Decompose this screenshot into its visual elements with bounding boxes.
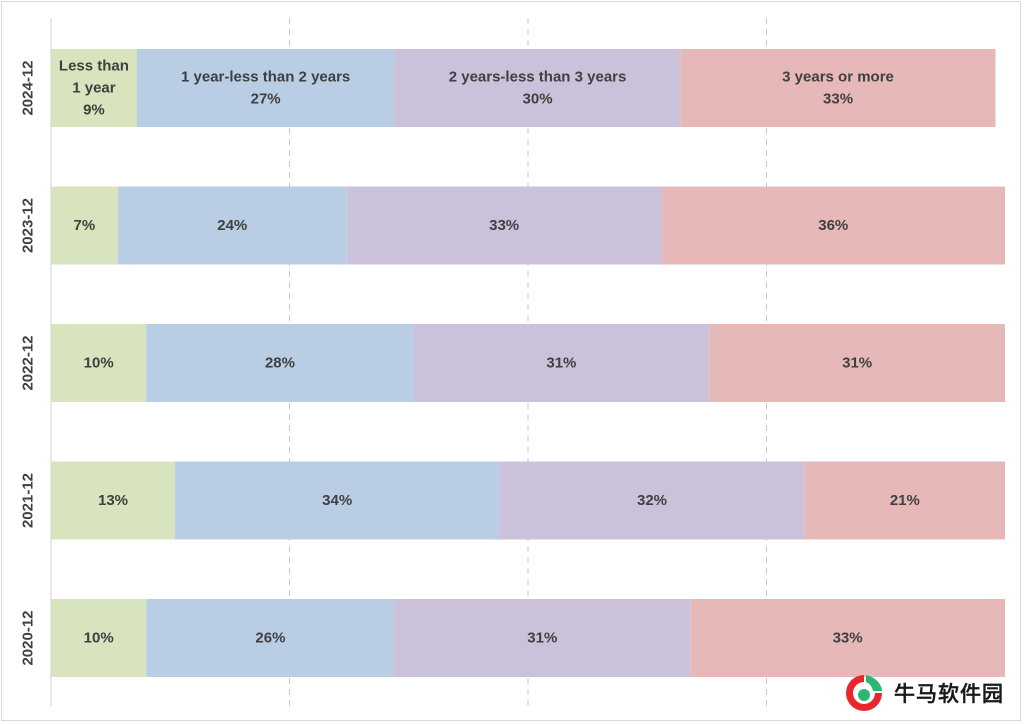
category-labels: 2024-12 2023-12 2022-12 2021-12 2020-12: [20, 60, 37, 665]
watermark: 牛马软件园: [842, 670, 1018, 716]
logo-icon: [846, 675, 882, 711]
data-label: 31%: [527, 630, 557, 647]
bar-segment: [413, 324, 710, 402]
bar-segment: [175, 461, 500, 540]
data-label: 10%: [84, 630, 114, 647]
data-label: 33%: [833, 630, 863, 647]
data-label: 7%: [74, 217, 96, 234]
data-label: 9%: [83, 102, 105, 119]
watermark-text: 牛马软件园: [894, 682, 1004, 706]
bar-segment: [51, 599, 147, 677]
category-label: 2021-12: [20, 473, 37, 528]
bar-segment: [117, 186, 347, 265]
data-label: 10%: [84, 355, 114, 372]
data-label: 3 years or more: [782, 69, 894, 86]
data-label: 13%: [98, 492, 128, 509]
category-label: 2022-12: [20, 335, 37, 390]
data-label: 34%: [322, 492, 352, 509]
bar-segment: [394, 49, 681, 127]
data-label: 36%: [818, 217, 848, 234]
data-label: 1 year: [72, 80, 116, 97]
data-label: 33%: [489, 217, 519, 234]
bar-segment: [51, 324, 147, 402]
bar-segment: [146, 324, 414, 402]
bar-segment: [804, 461, 1005, 540]
data-label: 31%: [842, 355, 872, 372]
bars: Less than 1 year 9% 1 year-less than 2 year…: [51, 49, 1005, 677]
category-label: 2024-12: [20, 60, 37, 115]
category-label: 2020-12: [20, 610, 37, 665]
data-label: Less than: [59, 58, 129, 75]
bar-segment: [51, 461, 176, 540]
category-label: 2023-12: [20, 198, 37, 253]
bar-segment: [661, 186, 1005, 265]
data-label: 24%: [217, 217, 247, 234]
data-label: 31%: [546, 355, 576, 372]
data-label: 28%: [265, 355, 295, 372]
data-label: 27%: [251, 91, 281, 108]
data-label: 33%: [823, 91, 853, 108]
bar-segment: [690, 599, 1005, 677]
data-label: 30%: [523, 91, 553, 108]
bar-segment: [709, 324, 1005, 402]
bar-segment: [680, 49, 996, 127]
data-label: 1 year-less than 2 years: [181, 69, 350, 86]
bar-segment: [136, 49, 395, 127]
data-label: 21%: [890, 492, 920, 509]
bar-segment: [146, 599, 395, 677]
bar-segment: [394, 599, 691, 677]
data-label: 32%: [637, 492, 667, 509]
data-label: 26%: [255, 630, 285, 647]
bar-segment: [51, 49, 137, 127]
bar-segment: [51, 186, 118, 265]
bar-segment: [499, 461, 805, 540]
data-label: 2 years-less than 3 years: [449, 69, 627, 86]
bar-segment: [346, 186, 662, 265]
